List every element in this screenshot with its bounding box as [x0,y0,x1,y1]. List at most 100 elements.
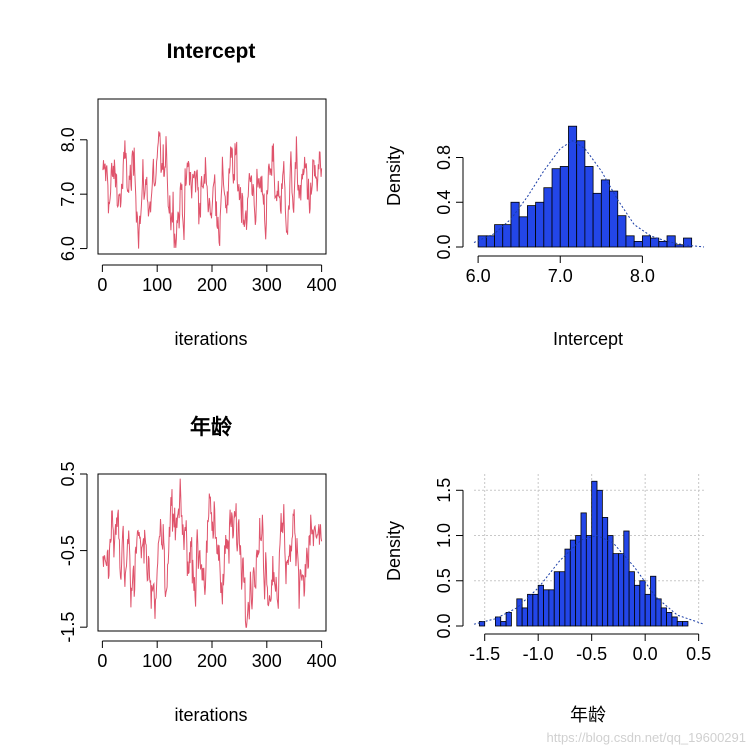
age-trace-y-tick-label: 0.5 [58,461,78,486]
age-density-ylabel: Density [384,521,404,581]
age-density-bar [655,598,662,627]
intercept-density-bar [617,215,627,248]
age-density-y-tick-label: 0.0 [434,613,454,638]
intercept-density-y-tick-label: 0.0 [434,234,454,259]
intercept-density-bar [666,235,676,248]
age-density-bar [591,480,598,627]
age-trace-title: 年龄 [190,414,233,439]
intercept-density-bar [543,187,553,248]
age-density-bar [585,535,593,627]
intercept-trace-y-tick-label: 6.0 [58,236,78,261]
intercept-trace-title: Intercept [167,40,256,63]
intercept-density-bar [494,224,504,248]
age-density-bar [623,530,630,627]
intercept-trace-x-tick-label: 300 [252,275,282,295]
age-trace-x-tick-label: 100 [142,651,172,671]
age-density-y-tick-label: 0.5 [434,568,454,593]
age-density-bar [660,607,667,627]
age-density-bar [618,553,625,627]
age-density-bar [671,616,678,627]
age-density-bar [543,589,550,627]
intercept-density-bar [592,192,602,248]
intercept-density-bar [633,241,643,248]
age-density-bar [666,612,673,627]
intercept-density-bar [535,201,545,248]
age-trace-panel: 年龄 0 100 200 300 400 -1.5 -0.5 0.5 iterations [58,414,337,725]
age-density-bar [564,548,571,627]
age-trace-x-tick-label: 400 [307,651,337,671]
age-density-x-tick-label: -1.0 [523,644,554,664]
age-density-bar [559,571,566,627]
intercept-density-ylabel: Density [384,146,404,206]
intercept-trace-x-tick-label: 100 [142,275,172,295]
intercept-trace-line [102,131,323,249]
age-density-bar [628,571,635,627]
age-density-bar [494,616,502,627]
age-density-bar [601,517,609,627]
intercept-density-bar [584,166,594,248]
intercept-trace-x-tick-label: 200 [197,275,227,295]
age-density-bar [553,571,560,627]
intercept-trace-x-tick-label: 0 [97,275,107,295]
age-density-bar [537,584,544,627]
age-density-bar [505,612,512,627]
intercept-density-bar [502,224,512,248]
age-trace-y-tick-label: -1.5 [58,612,78,643]
age-density-bar [612,553,619,627]
age-trace-x-tick-label: 0 [97,651,107,671]
age-trace-xlabel: iterations [174,705,247,725]
age-density-bar [478,621,486,627]
age-density-xlabel: 年龄 [570,705,606,726]
age-density-bar [644,593,651,627]
age-density-bar [580,512,587,627]
intercept-trace-y-tick-label: 8.0 [58,127,78,152]
intercept-density-curve [473,140,705,248]
intercept-trace-panel: Intercept 0 100 200 300 400 6.0 7.0 8.0 iterati… [58,40,337,349]
intercept-density-bar [518,216,528,248]
intercept-density-bar [641,235,652,248]
intercept-density-bar [551,168,561,248]
age-density-bar [596,489,603,627]
intercept-density-bar [485,235,495,248]
age-density-bar [532,593,539,627]
intercept-trace-x-tick-label: 400 [307,275,337,295]
age-trace-plot-box [97,473,327,632]
intercept-density-bar [526,205,537,248]
age-density-bar [500,621,507,627]
age-density-panel: -1.5 -1.0 -0.5 0.0 0.5 0.0 0.5 1.0 1.5 Density 年… [384,474,711,726]
intercept-density-x-tick-label: 6.0 [466,266,491,286]
age-density-bar [676,621,684,627]
intercept-trace-y-tick-label: 7.0 [58,182,78,207]
age-trace-y-tick-label: -0.5 [58,535,78,566]
age-density-bar [548,589,555,627]
age-density-x-tick-label: -0.5 [576,644,607,664]
intercept-density-bar [568,125,578,248]
age-density-y-tick-label: 1.0 [434,523,454,548]
age-density-y-tick-label: 1.5 [434,478,454,503]
age-density-bar [569,539,577,627]
intercept-density-x-tick-label: 8.0 [630,266,655,286]
age-density-x-tick-label: -1.5 [469,644,500,664]
intercept-density-x-tick-label: 7.0 [548,266,573,286]
intercept-density-bar [600,179,610,248]
age-density-bar [650,575,657,627]
age-density-bar [634,584,641,627]
intercept-density-xlabel: Intercept [553,329,623,349]
age-trace-line [102,478,323,628]
age-density-bar [607,535,614,627]
intercept-density-bar [674,244,684,248]
age-density-bar [682,621,689,627]
age-density-x-tick-label: 0.5 [686,644,711,664]
age-density-bar [639,580,646,627]
intercept-density-bar [609,190,619,248]
age-density-bar [575,535,582,627]
age-trace-x-tick-label: 300 [252,651,282,671]
intercept-density-panel: 6.0 7.0 8.0 0.0 0.4 0.8 Density Intercept [384,125,705,349]
watermark: https://blog.csdn.net/qq_19600291 [547,730,747,745]
intercept-density-y-tick-label: 0.4 [434,190,454,215]
intercept-density-y-tick-label: 0.8 [434,145,454,170]
intercept-density-bar [625,235,635,248]
age-density-bar [521,607,528,627]
intercept-density-bar [658,241,668,248]
